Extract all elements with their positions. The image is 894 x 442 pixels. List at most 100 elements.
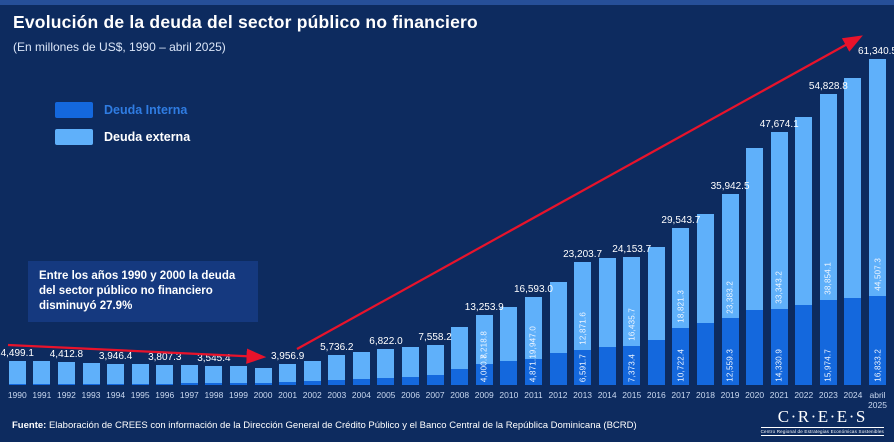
bar-externa-value-label: 9,947.0 xyxy=(528,326,538,355)
bar-column-2019: 35,942.5 12,559.3 23,383.2 2019 xyxy=(711,55,750,400)
bar-total-label: 13,253.9 xyxy=(464,301,504,313)
stacked-bar xyxy=(82,362,100,385)
bar-external-segment xyxy=(746,148,764,310)
bar-column-2024: 2024 xyxy=(841,55,866,400)
stacked-bar xyxy=(500,307,518,385)
bar-total-label: 35,942.5 xyxy=(710,181,750,192)
bar-externa-value-label: 23,383.2 xyxy=(725,280,735,314)
bar-internal-segment xyxy=(303,381,321,385)
x-axis-tick-label: 2000 xyxy=(253,390,273,400)
bar-column-2005: 6,822.0 2005 xyxy=(369,55,403,400)
bar-external-segment xyxy=(869,59,887,296)
legend-label-externa: Deuda externa xyxy=(104,130,191,144)
bar-total-label: 7,558.2 xyxy=(418,331,452,343)
bar-column-2022: 2022 xyxy=(792,55,817,400)
bar-column-2010: 2010 xyxy=(497,55,522,400)
bar-total-label: 4,412.8 xyxy=(49,348,84,360)
crees-logo: C·R·E·E·S Centro Regional de Estrategias… xyxy=(760,407,884,436)
bar-internal-segment xyxy=(500,361,518,385)
stacked-bar: 4,412.8 xyxy=(50,349,83,385)
bar-column-2009: 13,253.9 4,000.8 7,218.8 2009 xyxy=(465,55,504,400)
x-axis-tick-label: abril 2025 xyxy=(868,390,887,411)
bar-column-1990: 4,499.1 1990 xyxy=(1,55,34,400)
bar-external-segment xyxy=(647,247,665,340)
bar-external-segment xyxy=(180,365,198,384)
bar-internal-segment xyxy=(475,363,493,385)
x-axis-tick-label: 2009 xyxy=(474,390,494,400)
bar-internal-segment xyxy=(33,383,51,385)
page-title: Evolución de la deuda del sector público… xyxy=(13,12,478,32)
x-axis-tick-label: 1996 xyxy=(155,390,175,400)
bar-externa-value-label: 44,507.3 xyxy=(873,257,883,291)
annotation-callout: Entre los años 1990 y 2000 la deuda del … xyxy=(28,261,258,322)
bar-external-segment xyxy=(229,365,247,384)
bar-column-2023: 54,828.8 15,974.7 38,854.1 2023 xyxy=(809,55,848,400)
bar-internal-segment xyxy=(598,347,616,385)
bar-internal-segment xyxy=(57,383,75,385)
bar-column-2020: 2020 xyxy=(742,55,767,400)
bar-external-segment xyxy=(426,344,444,375)
x-axis-tick-label: 1998 xyxy=(204,390,224,400)
bar-externa-value-label: 16,435.7 xyxy=(627,308,637,341)
x-axis-tick-label: 2010 xyxy=(499,390,519,400)
bar-internal-segment xyxy=(524,359,542,385)
x-axis-tick-label: 2017 xyxy=(671,390,691,400)
stacked-bar xyxy=(844,77,862,385)
bar-external-segment xyxy=(156,364,174,384)
stacked-bar xyxy=(131,364,149,385)
bar-total-label: 6,822.0 xyxy=(369,335,403,347)
bar-column-2001: 3,956.9 2001 xyxy=(271,55,304,400)
bar-column-2017: 29,543.7 10,722.4 18,821.3 2017 xyxy=(661,55,700,400)
stacked-bar xyxy=(33,361,51,385)
bar-column-2021: 47,674.1 14,330.9 33,343.2 2021 xyxy=(760,55,799,400)
bar-column-2003: 5,736.2 2003 xyxy=(320,55,353,401)
crees-logo-wordmark: C·R·E·E·S xyxy=(777,407,867,426)
bar-internal-segment xyxy=(696,323,714,385)
bar-external-segment xyxy=(352,351,370,380)
bar-total-label: 3,946.4 xyxy=(98,351,133,362)
x-axis-tick-label: 2019 xyxy=(720,390,740,400)
bar-externa-value-label: 7,218.8 xyxy=(479,330,489,359)
x-axis-tick-label: 2021 xyxy=(769,390,789,400)
bar-column-2000: 2000 xyxy=(251,55,276,400)
bar-column-abril-2025: 61,340.5 16,833.2 44,507.3 abril 2025 xyxy=(858,46,894,410)
bar-externa-value-label: 12,871.6 xyxy=(578,312,588,345)
bar-column-1993: 1993 xyxy=(79,55,104,400)
bar-external-segment xyxy=(82,362,100,384)
stacked-bar: 3,946.4 xyxy=(99,351,132,385)
source-text: Elaboración de CREES con información de … xyxy=(48,420,637,431)
bar-internal-segment xyxy=(8,383,26,385)
bar-internal-segment xyxy=(647,339,665,385)
bar-internal-segment xyxy=(426,374,444,385)
stacked-bar xyxy=(402,346,420,385)
stacked-bar: 29,543.7 10,722.4 18,821.3 xyxy=(661,215,700,385)
x-axis-tick-label: 2014 xyxy=(597,390,617,400)
bar-interna-value-label: 15,974.7 xyxy=(823,349,833,382)
x-axis-tick-label: 2003 xyxy=(327,390,347,400)
bar-external-segment xyxy=(402,346,420,377)
source-note: Fuente: Elaboración de CREES con informa… xyxy=(12,420,637,431)
bar-internal-segment xyxy=(131,383,149,385)
stacked-bar xyxy=(180,365,198,385)
legend-swatch-externa xyxy=(55,129,93,145)
bar-external-segment xyxy=(279,364,297,383)
chart-legend: Deuda Interna Deuda externa xyxy=(55,102,190,156)
legend-item-deuda-interna: Deuda Interna xyxy=(55,102,190,118)
x-axis-tick-label: 2002 xyxy=(302,390,322,400)
bar-external-segment xyxy=(33,361,51,384)
bar-column-1996: 3,807.3 1996 xyxy=(148,55,181,400)
x-axis-tick-label: 2022 xyxy=(794,390,814,400)
bar-column-2002: 2002 xyxy=(300,55,325,400)
bar-column-1995: 1995 xyxy=(128,55,153,400)
bar-external-segment xyxy=(451,327,469,370)
bar-total-label: 5,736.2 xyxy=(320,341,354,353)
stacked-bar: 6,822.0 xyxy=(369,336,403,385)
bar-interna-value-label: 7,373.4 xyxy=(627,353,637,382)
stacked-bar xyxy=(795,116,813,385)
top-accent-strip xyxy=(0,0,894,5)
bar-external-segment xyxy=(303,360,321,382)
bar-internal-segment xyxy=(377,378,395,385)
x-axis-tick-label: 1990 xyxy=(7,390,27,400)
stacked-bar: 5,736.2 xyxy=(320,342,353,385)
bar-column-2007: 7,558.2 2007 xyxy=(418,55,451,400)
